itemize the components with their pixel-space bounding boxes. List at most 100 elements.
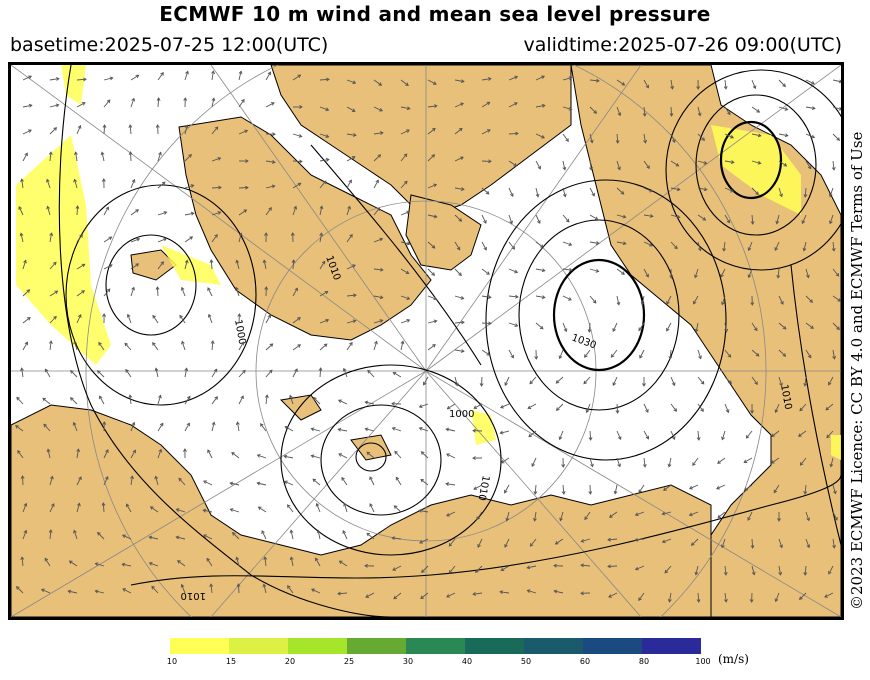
wind-arrow — [751, 133, 761, 137]
wind-arrow-head — [391, 536, 395, 541]
wind-arrow — [75, 152, 78, 162]
colorbar-segment — [465, 638, 524, 654]
wind-arrow-head — [380, 267, 384, 272]
wind-arrow-head — [51, 503, 55, 507]
wind-arrow-head — [431, 244, 436, 249]
wind-arrow-head — [486, 352, 491, 356]
wind-arrow-head — [324, 290, 329, 295]
wind-arrow — [504, 376, 510, 386]
wind-arrow — [211, 369, 218, 378]
wind-arrow — [805, 538, 810, 548]
wind-arrow-head — [235, 259, 240, 264]
wind-arrow — [211, 234, 218, 243]
wind-arrow — [670, 376, 676, 386]
wind-arrow-head — [620, 190, 625, 195]
wind-arrow — [589, 133, 593, 143]
wind-arrow-head — [132, 449, 136, 454]
wind-arrow-head — [16, 396, 20, 401]
wind-arrow — [616, 214, 626, 218]
wind-arrow — [531, 457, 537, 467]
wind-arrow-head — [730, 134, 734, 139]
wind-arrow-head — [256, 453, 261, 458]
wind-arrow-head — [156, 97, 161, 101]
wind-arrow — [184, 396, 191, 405]
wind-arrow-head — [257, 506, 262, 510]
wind-arrow — [481, 78, 491, 81]
wind-arrow-head — [319, 232, 324, 237]
wind-arrow — [697, 349, 702, 359]
wind-arrow-head — [121, 562, 126, 567]
wind-arrow-head — [152, 341, 156, 346]
wind-arrow-head — [26, 289, 31, 293]
wind-arrow — [724, 322, 728, 332]
wind-arrow — [751, 565, 755, 575]
wind-arrow-head — [261, 530, 265, 534]
wind-arrow-head — [720, 273, 724, 278]
wind-arrow — [481, 268, 490, 275]
wind-arrow — [562, 322, 567, 332]
map-panel[interactable]: 1010 1000 1030 1000 1010 1010 1010 — [8, 62, 844, 620]
wind-arrow-head — [20, 475, 25, 479]
wind-arrow-head — [807, 354, 812, 359]
wind-arrow-head — [365, 594, 370, 598]
wind-arrow-head — [433, 319, 438, 324]
wind-arrow — [16, 397, 24, 405]
wind-arrow-head — [727, 354, 732, 358]
wind-arrow-head — [649, 188, 654, 193]
wind-arrow-head — [185, 70, 189, 75]
wind-arrow — [721, 295, 726, 305]
wind-arrow — [49, 290, 58, 297]
wind-arrow — [420, 592, 429, 599]
wind-arrow-head — [126, 313, 131, 318]
wind-arrow — [473, 484, 483, 490]
wind-arrow-head — [231, 451, 235, 456]
wind-arrow — [263, 260, 267, 270]
wind-arrow-head — [806, 544, 811, 549]
wind-arrow-head — [779, 193, 783, 198]
wind-arrow — [184, 184, 194, 189]
wind-arrow-head — [782, 325, 787, 330]
wind-arrow-head — [743, 459, 748, 463]
wind-arrow-head — [217, 156, 222, 161]
wind-arrow — [284, 481, 294, 486]
wind-arrow-head — [175, 535, 180, 540]
wind-arrow — [400, 268, 409, 274]
wind-arrow — [670, 430, 676, 440]
wind-arrow-head — [203, 480, 207, 484]
colorbar-tick-label: 25 — [343, 657, 355, 666]
wind-arrow-head — [832, 490, 837, 495]
wind-arrow-head — [203, 534, 207, 538]
wind-arrow — [506, 511, 510, 521]
wind-arrow-head — [94, 562, 99, 567]
wind-arrow-head — [287, 585, 291, 589]
wind-arrow — [500, 430, 510, 434]
wind-arrow — [373, 132, 383, 135]
wind-arrow-head — [661, 511, 666, 516]
wind-arrow — [638, 322, 645, 331]
wind-arrow-head — [806, 517, 811, 522]
colorbar-segment — [288, 638, 347, 654]
wind-arrow-head — [825, 406, 830, 411]
wind-arrow-head — [400, 340, 405, 345]
wind-area-greenland-sea — [161, 245, 221, 285]
wind-arrow-head — [836, 326, 840, 331]
wind-arrow-head — [379, 237, 384, 242]
wind-arrow — [261, 530, 267, 540]
wind-arrow — [504, 538, 510, 548]
wind-arrows — [15, 70, 841, 603]
wind-arrow-head — [690, 542, 695, 546]
wind-arrow — [829, 187, 834, 197]
wind-arrow — [284, 426, 294, 432]
wind-arrow — [778, 79, 786, 87]
wind-arrow-head — [607, 564, 611, 569]
wind-arrow — [238, 187, 249, 189]
wind-arrow-head — [832, 355, 837, 360]
wind-arrow-head — [286, 504, 291, 508]
wind-arrow — [670, 106, 673, 117]
wind-arrow — [697, 592, 700, 603]
wind-arrow — [400, 295, 410, 300]
wind-arrow-head — [622, 214, 627, 219]
wind-arrow-head — [229, 508, 234, 512]
wind-arrow — [559, 349, 564, 359]
isobar-low-beaufort-center — [719, 120, 783, 200]
